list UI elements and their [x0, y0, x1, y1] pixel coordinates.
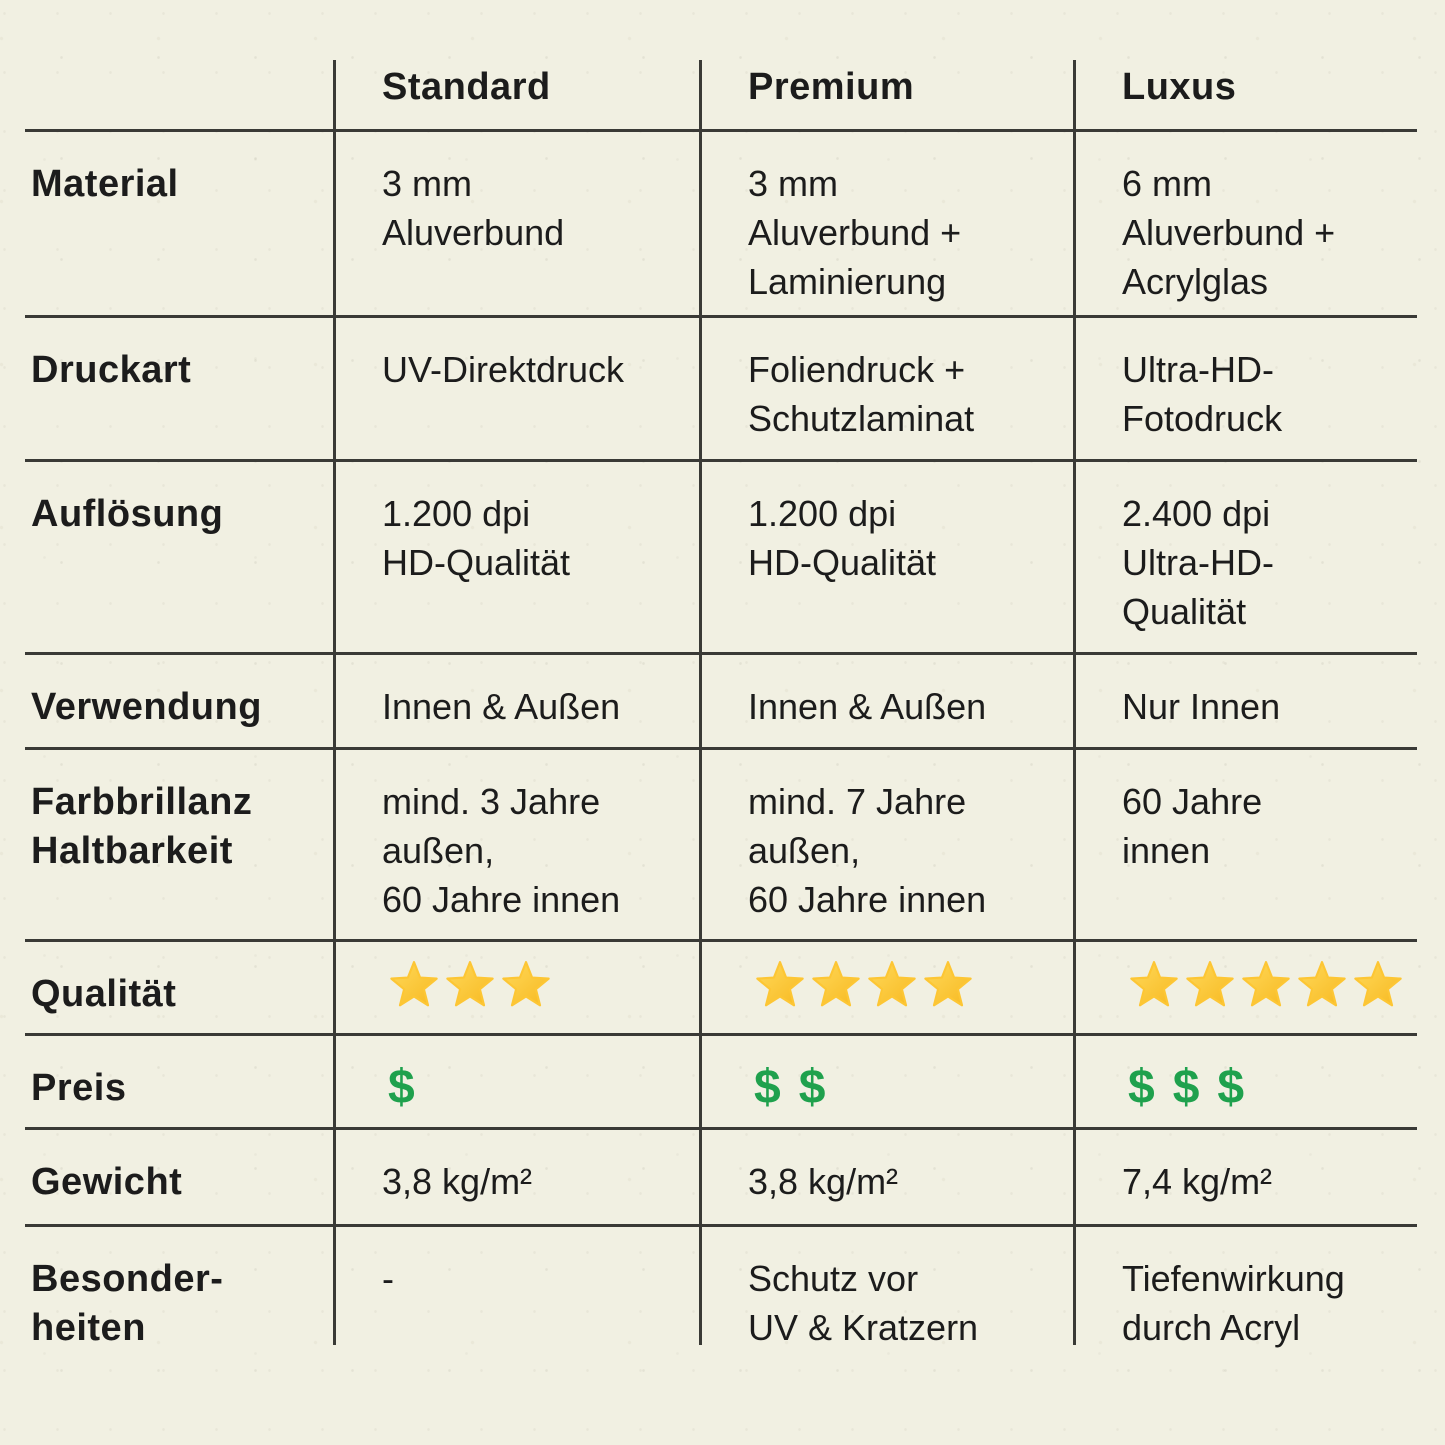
value-cell: 3 mm Aluverbund [333, 132, 699, 318]
value-cell: Innen & Außen [699, 655, 1073, 750]
value-cell: 3,8 kg/m² [699, 1130, 1073, 1227]
value-cell: 7,4 kg/m² [1073, 1130, 1417, 1227]
row-label-preis: Preis [25, 1036, 333, 1130]
star-icon [1298, 961, 1346, 1007]
column-header-standard: Standard [333, 60, 699, 132]
value-cell: - [333, 1227, 699, 1345]
dollar-icon: $ [1128, 1061, 1155, 1114]
value-cell: Ultra-HD- Fotodruck [1073, 318, 1417, 462]
comparison-grid: Standard Premium Luxus Material 3 mm Aluverb… [25, 60, 1417, 1350]
dollar-icon: $ [1217, 1061, 1245, 1114]
value-cell: 3,8 kg/m² [333, 1130, 699, 1227]
star-icon [1186, 961, 1234, 1007]
star-icon [924, 961, 972, 1007]
quality-rating-cell [333, 942, 699, 1036]
value-cell: UV-Direktdruck [333, 318, 699, 462]
dollar-icon: $ [798, 1061, 826, 1114]
value-cell: Nur Innen [1073, 655, 1417, 750]
value-cell: Foliendruck + Schutzlaminat [699, 318, 1073, 462]
row-label-gewicht: Gewicht [25, 1130, 333, 1227]
star-icon [502, 961, 550, 1007]
price-rating-cell: $ $ [699, 1036, 1073, 1130]
value-cell: mind. 3 Jahre außen, 60 Jahre innen [333, 750, 699, 942]
star-icon [756, 961, 804, 1007]
value-cell: 1.200 dpi HD-Qualität [333, 462, 699, 655]
dollar-icon: $ [754, 1061, 781, 1114]
table-corner-cell [25, 60, 333, 132]
row-label-qualität: Qualität [25, 942, 333, 1036]
value-cell: 1.200 dpi HD-Qualität [699, 462, 1073, 655]
row-label-auflösung: Auflösung [25, 462, 333, 655]
row-label-besonder: Besonder- heiten [31, 1258, 224, 1350]
star-icon [868, 961, 916, 1007]
row-label-druckart: Druckart [25, 318, 333, 462]
price-rating-cell: $ $ $ [1073, 1036, 1417, 1130]
quality-rating-cell [1073, 942, 1417, 1036]
value-cell: 2.400 dpi Ultra-HD- Qualität [1073, 462, 1417, 655]
row-label-farbbrillanz: Farbbrillanz Haltbarkeit [25, 750, 333, 942]
value-cell: 60 Jahre innen [1073, 750, 1417, 942]
dollar-icon: $ [388, 1061, 415, 1114]
quality-rating-cell [699, 942, 1073, 1036]
row-label-verwendung: Verwendung [25, 655, 333, 750]
value-cell: 6 mm Aluverbund + Acrylglas [1073, 132, 1417, 318]
value-cell: mind. 7 Jahre außen, 60 Jahre innen [699, 750, 1073, 942]
row-label-material: Material [25, 132, 333, 318]
star-icon [812, 961, 860, 1007]
star-icon [1242, 961, 1290, 1007]
value-cell: 3 mm Aluverbund + Laminierung [699, 132, 1073, 318]
value-cell: Tiefenwirkung durch Acryl [1073, 1227, 1417, 1348]
star-icon [1354, 961, 1402, 1007]
column-header-premium: Premium [699, 60, 1073, 132]
value-cell: Innen & Außen [333, 655, 699, 750]
star-icon [446, 961, 494, 1007]
value-cell: Schutz vor UV & Kratzern [699, 1227, 1073, 1348]
dollar-icon: $ [1172, 1061, 1200, 1114]
star-icon [1130, 961, 1178, 1007]
column-header-luxus: Luxus [1073, 60, 1417, 132]
price-rating-cell: $ [333, 1036, 699, 1130]
comparison-table: Standard Premium Luxus Material 3 mm Aluverb… [25, 60, 1417, 1350]
star-icon [390, 961, 438, 1007]
